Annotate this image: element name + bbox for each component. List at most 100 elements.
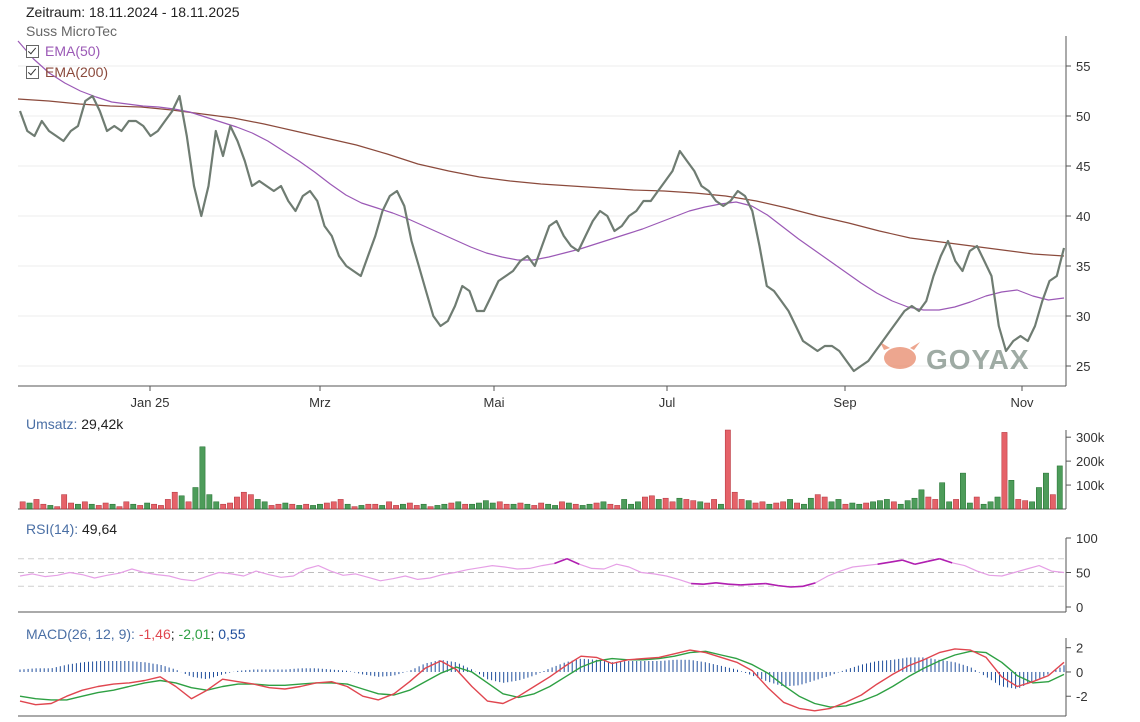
rsi-extreme-segment: [566, 557, 580, 565]
rsi-extreme-segment: [889, 559, 903, 563]
checkbox-ema200[interactable]: [26, 65, 39, 79]
rsi-extreme-segment: [753, 582, 766, 586]
legend-ema50[interactable]: EMA(50): [26, 43, 100, 59]
volume-bar: [213, 501, 220, 510]
volume-bar: [88, 503, 95, 510]
volume-bar: [413, 505, 420, 510]
volume-bar: [68, 502, 74, 510]
price-y-tick-label: 30: [1076, 309, 1090, 324]
volume-bar: [980, 503, 987, 510]
price-y-tick-label: 45: [1076, 159, 1090, 174]
volume-bar: [289, 503, 296, 510]
volume-bar: [406, 502, 413, 510]
price-y-tick-label: 25: [1076, 359, 1090, 374]
price-y-tick-label: 40: [1076, 209, 1090, 224]
volume-bar: [918, 489, 925, 510]
volume-bar: [925, 496, 932, 510]
volume-bar: [718, 503, 724, 510]
rsi-y-tick-label: 50: [1076, 566, 1090, 581]
volume-bar: [759, 501, 766, 510]
rsi-extreme-segment: [715, 582, 729, 586]
volume-bar: [240, 491, 247, 510]
checkbox-ema50[interactable]: [26, 44, 39, 58]
volume-bar: [476, 502, 482, 510]
rsi-extreme-segment: [691, 582, 704, 586]
volume-bar: [600, 501, 607, 510]
price-y-tick-label: 50: [1076, 109, 1090, 124]
legend-ema50-label: EMA(50): [45, 43, 101, 59]
volume-label: Umsatz:: [26, 416, 78, 432]
volume-bar: [524, 503, 531, 510]
volume-bar: [144, 502, 151, 510]
volume-bar: [932, 499, 939, 510]
volume-bar: [621, 499, 628, 510]
macd-y-tick-label: -2: [1076, 689, 1088, 704]
volume-bar: [946, 501, 953, 510]
macd-line: [19, 648, 1065, 712]
volume-bar: [863, 502, 870, 510]
macd-signal-line: [19, 650, 1065, 708]
volume-bar: [158, 505, 164, 510]
volume-bar: [911, 497, 918, 510]
rsi-label: RSI(14):: [26, 521, 79, 537]
legend-ema200[interactable]: EMA(200): [26, 64, 108, 80]
volume-bar: [973, 496, 980, 510]
volume-bar: [773, 502, 780, 510]
volume-bar: [883, 499, 890, 510]
volume-bar: [676, 497, 683, 510]
volume-bar: [724, 429, 731, 510]
volume-bar: [877, 500, 883, 510]
volume-bar: [787, 499, 793, 510]
volume-bar: [81, 501, 88, 510]
bull-horns-icon: [880, 342, 920, 350]
price-x-tick-label: Nov: [1010, 395, 1034, 410]
volume-bar: [323, 502, 330, 510]
rsi-extreme-segment: [914, 560, 928, 566]
volume-bar: [1001, 432, 1008, 510]
volume-bar: [579, 505, 586, 510]
volume-bar: [317, 503, 323, 510]
volume-bar: [61, 494, 68, 510]
volume-bar: [469, 503, 475, 510]
volume-bar: [648, 495, 655, 510]
price-x-tick-label: Jan 25: [130, 395, 169, 410]
volume-bar: [731, 491, 738, 510]
volume-bar: [434, 505, 441, 510]
volume-bar: [40, 503, 47, 510]
volume-bar: [586, 503, 593, 510]
volume-bar: [344, 503, 351, 510]
volume-bar: [531, 505, 538, 510]
volume-bar: [400, 503, 406, 510]
macd-hist-value: 0,55: [218, 626, 246, 642]
volume-bar: [206, 494, 213, 510]
volume-bar: [268, 505, 275, 510]
rsi-extreme-segment: [939, 557, 953, 564]
volume-bar: [220, 503, 227, 510]
volume-bar: [310, 505, 316, 510]
volume-bar: [890, 501, 897, 510]
volume-bar: [821, 496, 828, 510]
rsi-extreme-segment: [877, 561, 891, 566]
rsi-extreme-segment: [703, 582, 717, 586]
rsi-extreme-segment: [740, 583, 754, 586]
volume-bar: [19, 501, 26, 510]
volume-bar: [856, 503, 863, 510]
volume-bar: [137, 505, 144, 510]
volume-bar: [199, 446, 206, 510]
volume-bar: [870, 501, 876, 510]
volume-bar: [835, 499, 842, 510]
volume-bar: [1015, 499, 1022, 510]
volume-y-tick-label: 200k: [1076, 454, 1105, 469]
volume-bar: [745, 500, 752, 510]
ema50-line: [17, 40, 1065, 311]
volume-bar: [801, 503, 807, 510]
goyax-logo: GOYAX: [880, 342, 1029, 375]
volume-bar: [448, 502, 455, 510]
volume-bar: [123, 501, 130, 510]
volume-bar: [572, 503, 579, 510]
volume-bar: [192, 487, 199, 510]
volume-bar: [565, 502, 572, 510]
volume-bar: [1029, 501, 1035, 510]
volume-bar: [780, 501, 787, 510]
